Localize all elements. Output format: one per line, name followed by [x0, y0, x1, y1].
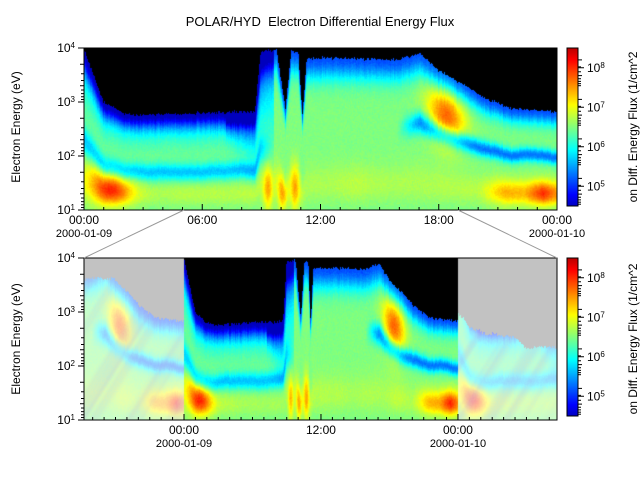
- svg-text:107: 107: [587, 100, 605, 115]
- svg-text:2000-01-09: 2000-01-09: [56, 228, 112, 240]
- svg-text:106: 106: [587, 139, 605, 154]
- svg-text:12:00: 12:00: [306, 423, 336, 437]
- svg-text:2000-01-10: 2000-01-10: [430, 438, 486, 450]
- svg-text:Electron Energy (eV): Electron Energy (eV): [9, 283, 23, 394]
- svg-text:18:00: 18:00: [424, 213, 454, 227]
- svg-text:00:00: 00:00: [542, 213, 572, 227]
- svg-text:06:00: 06:00: [187, 213, 217, 227]
- svg-text:107: 107: [587, 310, 605, 325]
- svg-text:101: 101: [57, 413, 75, 428]
- svg-text:105: 105: [587, 179, 605, 194]
- svg-text:102: 102: [57, 359, 75, 374]
- svg-text:103: 103: [57, 305, 75, 320]
- svg-text:00:00: 00:00: [443, 423, 473, 437]
- svg-text:on Diff. Energy Flux (1/cm^2: on Diff. Energy Flux (1/cm^2: [626, 263, 640, 414]
- svg-text:108: 108: [587, 60, 605, 75]
- svg-text:106: 106: [587, 349, 605, 364]
- svg-text:00:00: 00:00: [169, 423, 199, 437]
- svg-text:2000-01-09: 2000-01-09: [156, 438, 212, 450]
- svg-text:108: 108: [587, 270, 605, 285]
- svg-text:105: 105: [587, 389, 605, 404]
- svg-text:12:00: 12:00: [305, 213, 335, 227]
- svg-text:104: 104: [57, 41, 75, 56]
- svg-text:102: 102: [57, 149, 75, 164]
- svg-text:103: 103: [57, 95, 75, 110]
- svg-text:Electron Energy (eV): Electron Energy (eV): [9, 71, 23, 182]
- svg-text:00:00: 00:00: [69, 213, 99, 227]
- svg-text:on Diff. Energy Flux (1/cm^2: on Diff. Energy Flux (1/cm^2: [626, 51, 640, 202]
- svg-text:2000-01-10: 2000-01-10: [529, 228, 585, 240]
- svg-text:104: 104: [57, 251, 75, 266]
